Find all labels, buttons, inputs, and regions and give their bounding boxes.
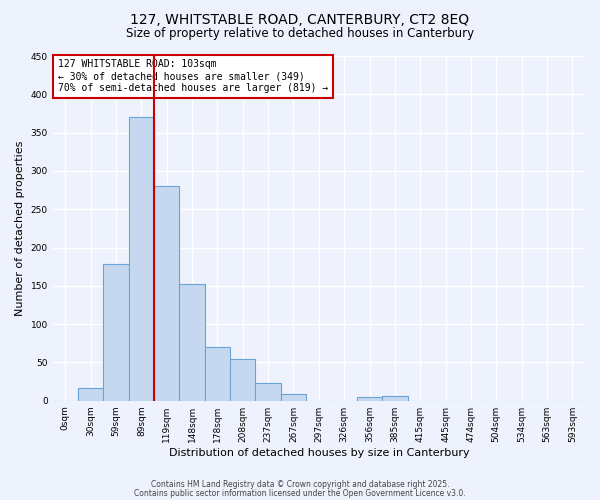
Text: Contains HM Land Registry data © Crown copyright and database right 2025.: Contains HM Land Registry data © Crown c… — [151, 480, 449, 489]
Text: 127, WHITSTABLE ROAD, CANTERBURY, CT2 8EQ: 127, WHITSTABLE ROAD, CANTERBURY, CT2 8E… — [130, 12, 470, 26]
Bar — [256, 383, 281, 400]
Text: Contains public sector information licensed under the Open Government Licence v3: Contains public sector information licen… — [134, 488, 466, 498]
Bar — [103, 264, 129, 400]
Text: Size of property relative to detached houses in Canterbury: Size of property relative to detached ho… — [126, 28, 474, 40]
Bar — [129, 118, 154, 401]
Bar — [205, 347, 230, 401]
X-axis label: Distribution of detached houses by size in Canterbury: Distribution of detached houses by size … — [169, 448, 469, 458]
Bar — [230, 358, 256, 401]
Bar — [357, 397, 382, 400]
Text: 127 WHITSTABLE ROAD: 103sqm
← 30% of detached houses are smaller (349)
70% of se: 127 WHITSTABLE ROAD: 103sqm ← 30% of det… — [58, 60, 328, 92]
Bar — [179, 284, 205, 401]
Bar — [78, 388, 103, 400]
Bar — [281, 394, 306, 400]
Bar — [382, 396, 407, 400]
Bar — [154, 186, 179, 400]
Y-axis label: Number of detached properties: Number of detached properties — [15, 140, 25, 316]
